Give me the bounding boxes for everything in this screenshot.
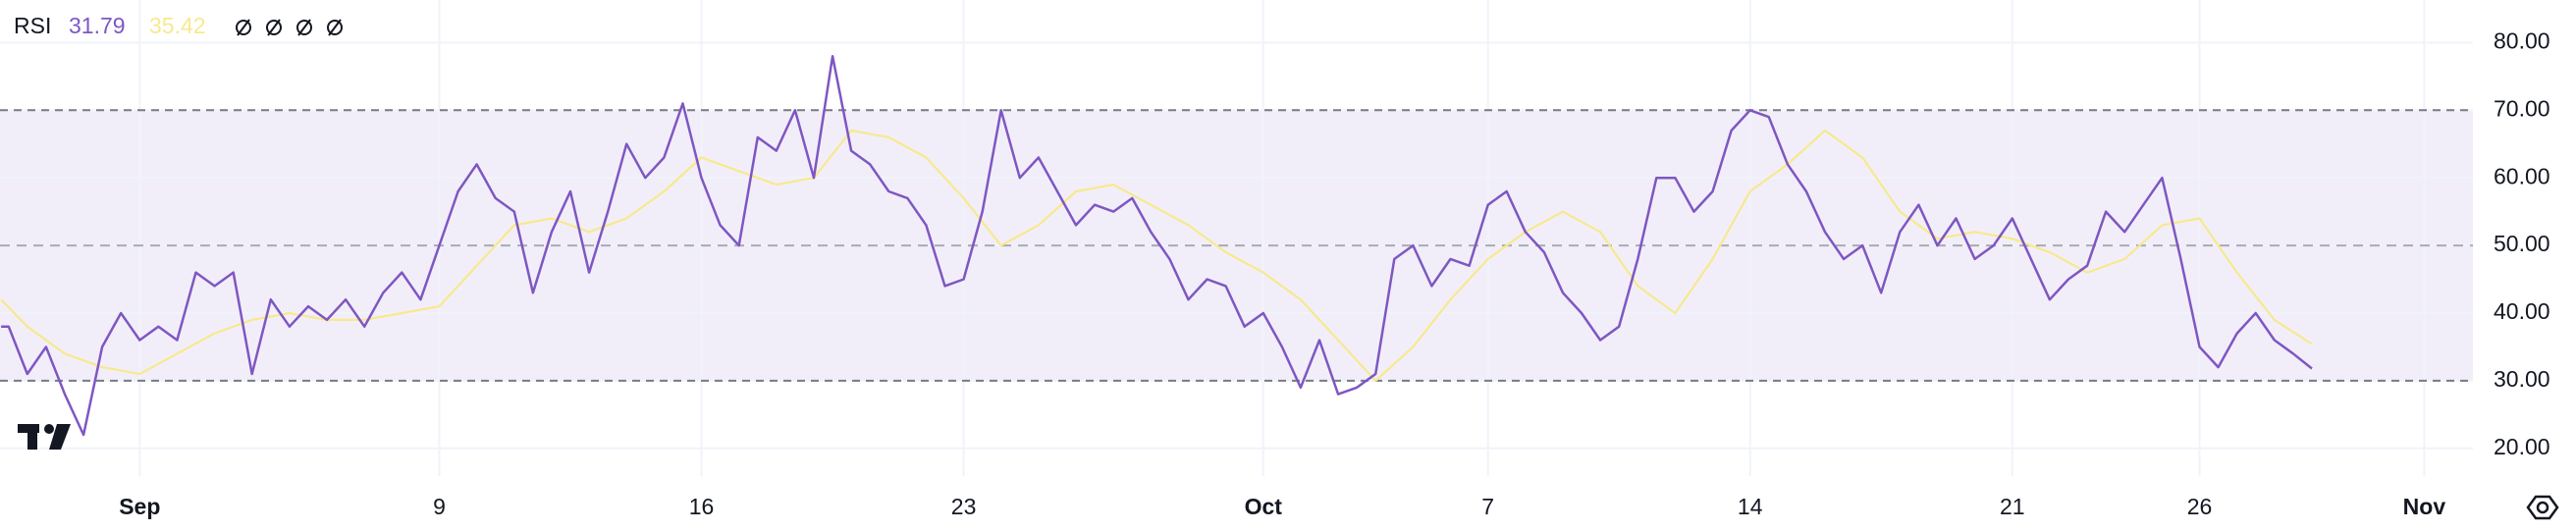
y-tick-label: 20.00 xyxy=(2494,434,2550,459)
x-tick-label: 23 xyxy=(951,494,977,519)
y-tick-label: 40.00 xyxy=(2494,298,2550,324)
x-tick-label: 9 xyxy=(433,494,446,519)
rsi-value: 31.79 xyxy=(69,13,126,38)
y-tick-label: 50.00 xyxy=(2494,231,2550,256)
logo xyxy=(18,424,71,450)
series-line xyxy=(0,129,2313,382)
ma-value: 35.42 xyxy=(149,13,206,38)
plot-area xyxy=(0,0,2473,476)
settings-icon[interactable] xyxy=(2526,495,2559,520)
y-tick-label: 70.00 xyxy=(2494,95,2550,121)
x-tick-label: 26 xyxy=(2187,494,2213,519)
indicator-name: RSI xyxy=(14,13,51,38)
series-line xyxy=(1,54,2313,437)
y-tick-label: 80.00 xyxy=(2494,27,2550,53)
y-tick-label: 60.00 xyxy=(2494,163,2550,188)
x-tick-label: Oct xyxy=(1245,494,1283,519)
y-tick-label: 30.00 xyxy=(2494,366,2550,392)
x-tick-label: 7 xyxy=(1481,494,1494,519)
x-tick-label: 21 xyxy=(2000,494,2025,519)
x-tick-label: Sep xyxy=(119,494,160,519)
x-tick-label: 16 xyxy=(689,494,715,519)
x-tick-label: 14 xyxy=(1738,494,1763,519)
hidden-inputs[interactable] xyxy=(236,19,343,36)
x-tick-label: Nov xyxy=(2403,494,2446,519)
